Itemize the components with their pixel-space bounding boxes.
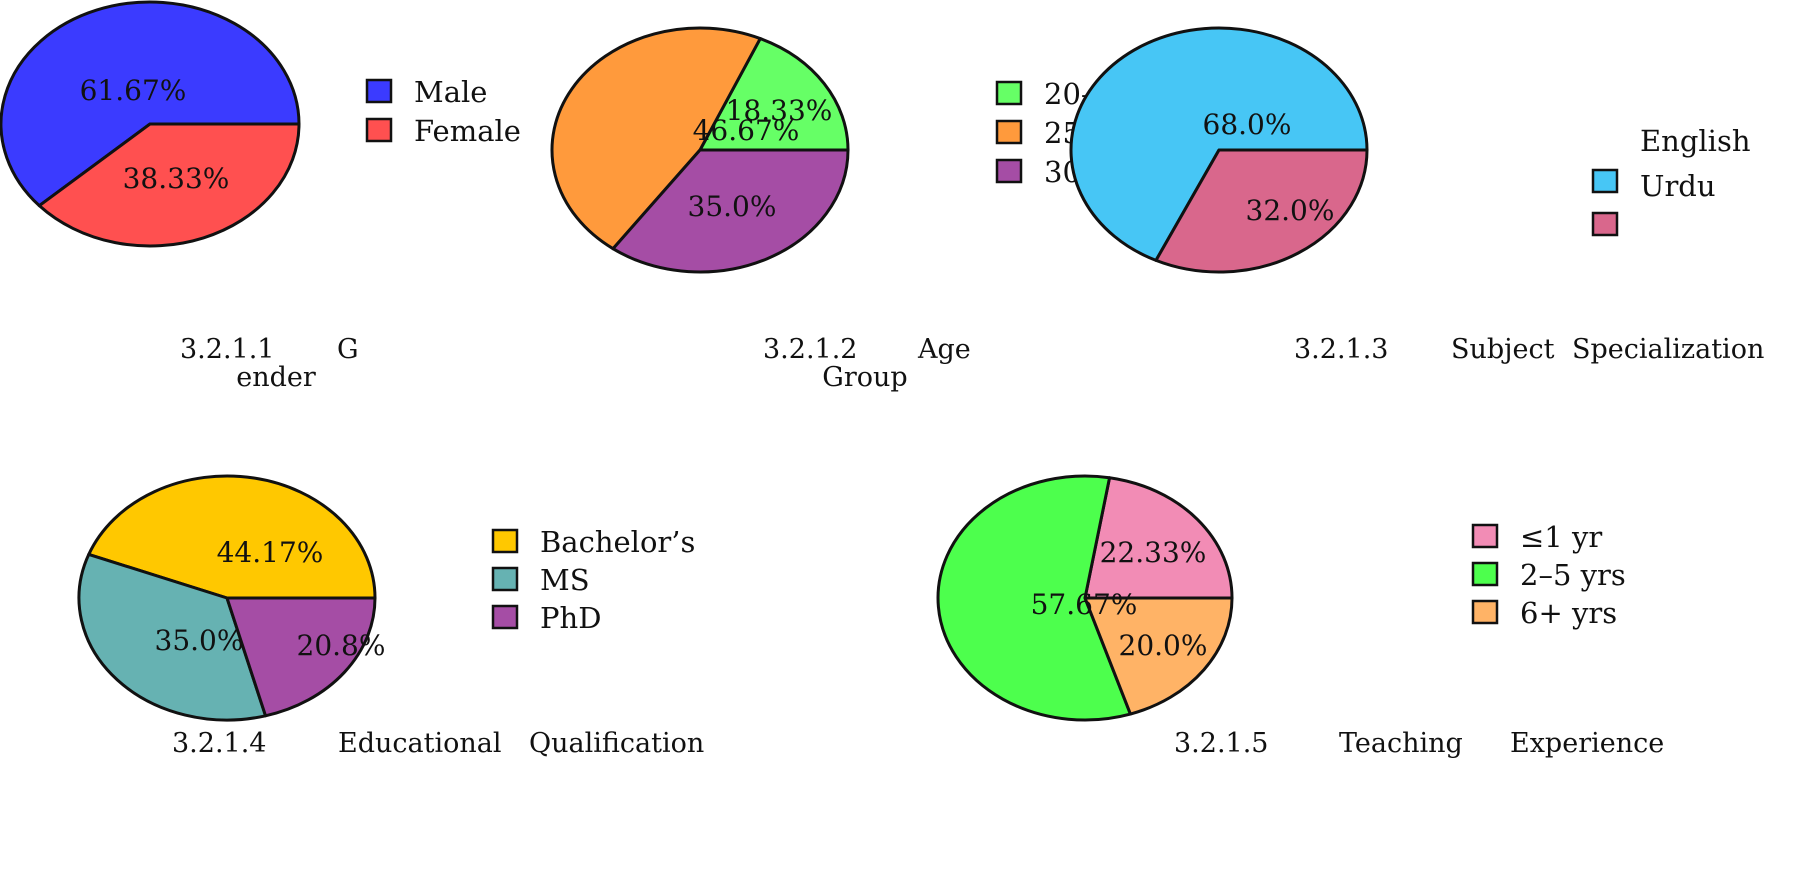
chart-caption: Specialization [1572, 334, 1764, 365]
legend-swatch [1591, 211, 1619, 237]
pie-chart-5: 22.33% 57.67% 20.0% ≤1 yr 2–5 yrs 6+ yrs 3.2.1… [936, 474, 1664, 759]
slice-value-label: 18.33% [726, 94, 833, 127]
chart-caption: Qualification [529, 728, 704, 759]
slice-value-label: 20.8% [297, 629, 386, 662]
legend-swatch [365, 117, 393, 143]
pie-slice [936, 474, 1132, 722]
pie-chart-4: 44.17% 35.0% 20.8% Bachelor’s MS PhD 3.2.1.4 Ed… [77, 474, 704, 759]
legend-label: PhD [540, 601, 601, 635]
chart-caption: 3.2.1.5 [1174, 728, 1268, 759]
slice-value-label: 35.0% [155, 624, 244, 657]
slice-value-label: 44.17% [217, 536, 324, 569]
legend: Urdu English [1591, 124, 1751, 237]
pie-slice [1083, 476, 1234, 600]
legend-label: Male [414, 75, 487, 109]
pie-slice [1083, 596, 1234, 716]
chart-caption: Subject [1451, 334, 1555, 365]
legend-label: ≤1 yr [1520, 520, 1602, 554]
legend-swatch [1471, 599, 1499, 625]
slice-value-label: 22.33% [1100, 536, 1207, 569]
pie-slice [611, 148, 850, 274]
chart-caption: G [337, 334, 359, 365]
legend-swatch [491, 604, 519, 630]
chart-caption: 3.2.1.4 [172, 728, 266, 759]
slice-value-label: 57.67% [1031, 588, 1138, 621]
legend-swatch [1471, 523, 1499, 549]
pie-slice [225, 596, 377, 718]
chart-caption: Experience [1510, 728, 1664, 759]
legend-label: English [1640, 124, 1751, 158]
chart-caption: Age [917, 334, 971, 365]
slice-value-label: 38.33% [123, 162, 230, 195]
legend-swatch [1591, 168, 1619, 194]
chart-caption: Group [822, 362, 907, 393]
legend: ≤1 yr 2–5 yrs 6+ yrs [1471, 520, 1626, 630]
legend-swatch [995, 80, 1023, 106]
legend-swatch [1471, 561, 1499, 587]
legend-swatch [995, 119, 1023, 145]
pie-slice [1154, 148, 1369, 274]
pie-slice [0, 0, 301, 208]
slice-value-label: 20.0% [1119, 629, 1208, 662]
pie-chart-3: 68.0% 32.0% Urdu English 3.2.1.3 Subject Speci… [1069, 26, 1764, 365]
chart-caption: Educational [338, 728, 501, 759]
slice-value-label: 35.0% [688, 190, 777, 223]
legend-label: 2–5 yrs [1520, 558, 1626, 592]
legend-label: MS [540, 563, 590, 597]
legend-swatch [365, 78, 393, 104]
legend: Male Female [365, 75, 521, 148]
slice-value-label: 68.0% [1203, 108, 1292, 141]
pie-slice [77, 552, 268, 722]
pie-slice [550, 26, 762, 251]
legend-label: Urdu [1640, 169, 1716, 203]
slice-value-label: 32.0% [1246, 194, 1335, 227]
pie-slice [1069, 26, 1369, 262]
legend-swatch [491, 566, 519, 592]
pie-slice [698, 37, 850, 152]
legend-swatch [491, 528, 519, 554]
chart-caption: Teaching [1339, 728, 1463, 759]
slice-value-label: 61.67% [80, 74, 187, 107]
chart-caption: 3.2.1.3 [1294, 334, 1388, 365]
chart-caption: ender [236, 362, 316, 393]
legend-label: Female [414, 114, 521, 148]
legend: Bachelor’s MS PhD [491, 525, 695, 635]
pie-slice [37, 122, 301, 248]
slice-value-label: 46.67% [693, 114, 800, 147]
legend-swatch [995, 158, 1023, 184]
legend-label: Bachelor’s [540, 525, 695, 559]
pie-slice [87, 474, 377, 600]
legend-label: 6+ yrs [1520, 596, 1617, 630]
chart-caption: 3.2.1.1 [180, 334, 274, 365]
chart-caption: 3.2.1.2 [763, 334, 857, 365]
